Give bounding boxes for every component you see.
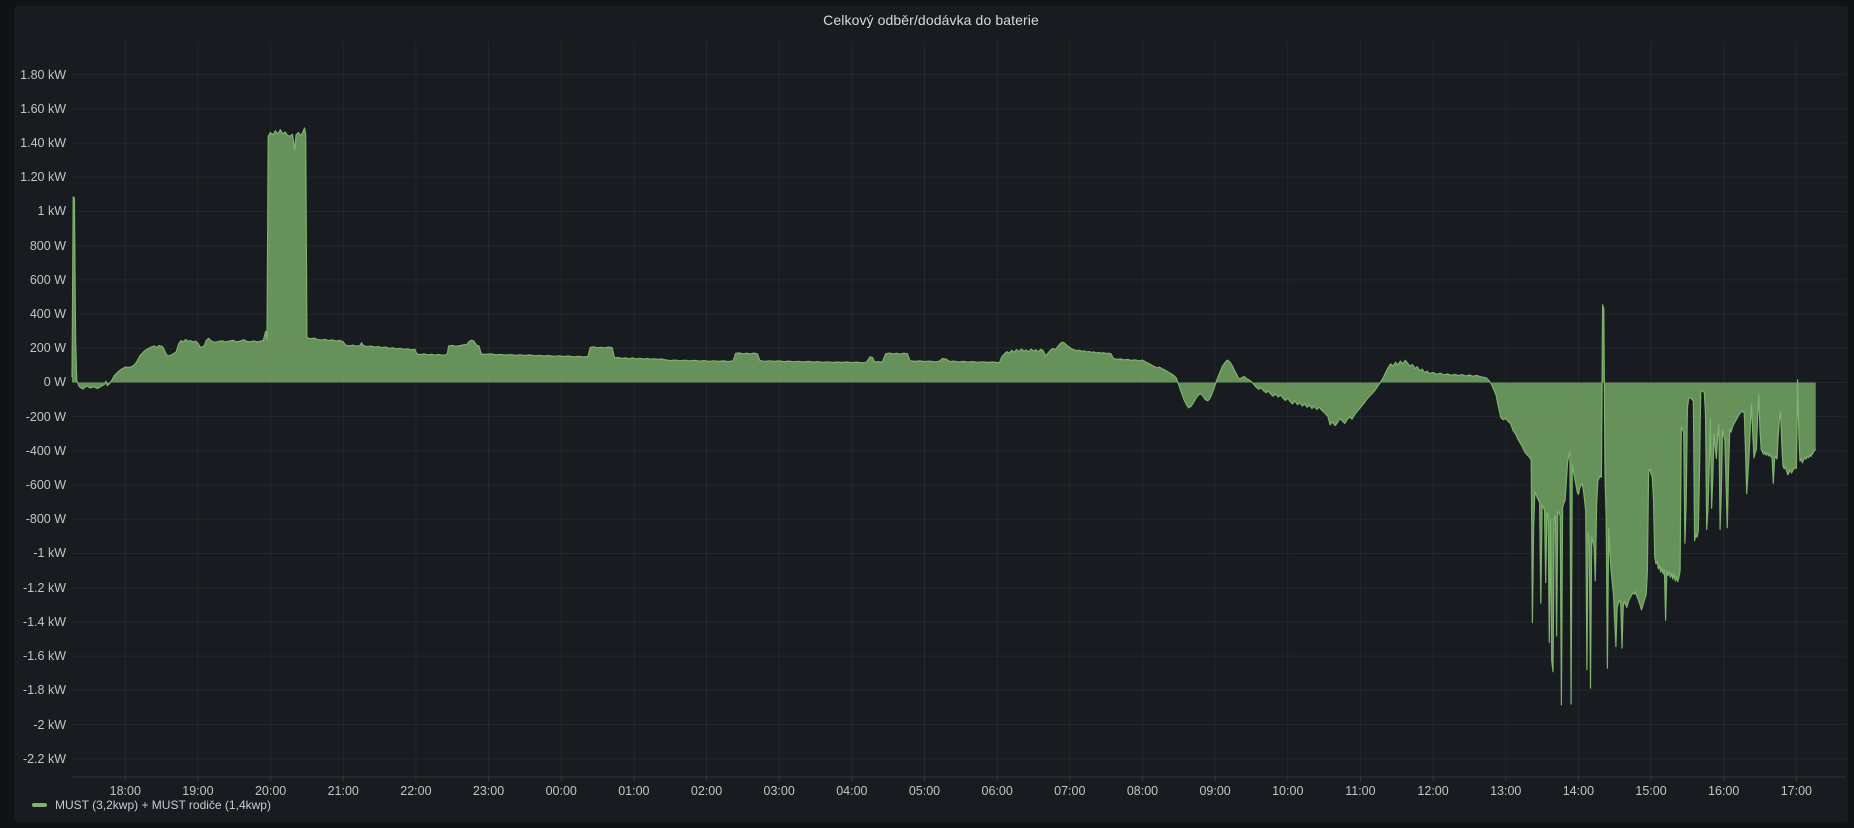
x-tick-label: 22:00 xyxy=(400,784,432,798)
y-tick-label: -200 W xyxy=(25,409,66,424)
y-tick-label: -2.2 kW xyxy=(22,751,66,766)
x-tick-label: 10:00 xyxy=(1272,784,1304,798)
y-tick-label: 1.20 kW xyxy=(20,170,66,185)
x-tick-label: 21:00 xyxy=(327,784,359,798)
x-tick-label: 23:00 xyxy=(472,784,505,798)
series-line xyxy=(71,127,1817,706)
x-tick-label: 01:00 xyxy=(618,784,650,798)
y-tick-label: -1.8 kW xyxy=(22,683,66,698)
x-tick-label: 17:00 xyxy=(1780,784,1812,798)
x-tick-label: 15:00 xyxy=(1635,784,1667,798)
x-tick-label: 16:00 xyxy=(1708,784,1740,798)
x-tick-label: 13:00 xyxy=(1490,784,1522,798)
x-tick-label: 04:00 xyxy=(836,784,868,798)
x-tick-label: 06:00 xyxy=(981,784,1013,798)
x-tick-label: 11:00 xyxy=(1345,784,1376,798)
y-tick-label: -1 kW xyxy=(33,546,66,561)
panel-title[interactable]: Celkový odběr/dodávka do baterie xyxy=(823,12,1039,28)
y-tick-label: 1 kW xyxy=(37,204,66,219)
y-tick-label: 1.60 kW xyxy=(20,101,66,116)
y-tick-label: -1.6 kW xyxy=(22,649,66,664)
y-tick-label: -400 W xyxy=(25,443,66,458)
x-tick-label: 19:00 xyxy=(182,784,214,798)
x-tick-label: 14:00 xyxy=(1562,784,1595,798)
graph-panel: Celkový odběr/dodávka do baterie 1.80 kW… xyxy=(14,6,1848,822)
y-tick-label: -2 kW xyxy=(33,717,66,732)
x-tick-label: 02:00 xyxy=(690,784,723,798)
chart-canvas[interactable] xyxy=(14,6,1848,822)
legend[interactable]: MUST (3,2kwp) + MUST rodiče (1,4kwp) xyxy=(32,798,271,812)
x-tick-label: 03:00 xyxy=(763,784,795,798)
legend-series-swatch[interactable] xyxy=(32,803,47,807)
y-tick-label: 200 W xyxy=(29,341,66,356)
x-tick-label: 00:00 xyxy=(545,784,577,798)
x-tick-label: 12:00 xyxy=(1417,784,1449,798)
x-tick-label: 07:00 xyxy=(1054,784,1086,798)
x-tick-label: 08:00 xyxy=(1126,784,1159,798)
x-tick-label: 05:00 xyxy=(908,784,941,798)
y-tick-label: 0 W xyxy=(43,375,66,390)
y-tick-label: 400 W xyxy=(29,307,66,322)
x-tick-label: 20:00 xyxy=(254,784,287,798)
x-tick-label: 18:00 xyxy=(109,784,141,798)
legend-series-label[interactable]: MUST (3,2kwp) + MUST rodiče (1,4kwp) xyxy=(55,798,271,812)
y-tick-label: 1.40 kW xyxy=(20,136,66,151)
plot-area[interactable] xyxy=(14,6,1848,822)
y-tick-label: -1.4 kW xyxy=(22,614,66,629)
y-tick-label: -800 W xyxy=(25,512,66,527)
x-tick-label: 09:00 xyxy=(1199,784,1231,798)
y-tick-label: 1.80 kW xyxy=(20,67,66,82)
y-tick-label: -1.2 kW xyxy=(22,580,66,595)
y-tick-label: -600 W xyxy=(25,478,66,493)
y-tick-label: 600 W xyxy=(29,272,66,287)
y-tick-label: 800 W xyxy=(29,238,66,253)
